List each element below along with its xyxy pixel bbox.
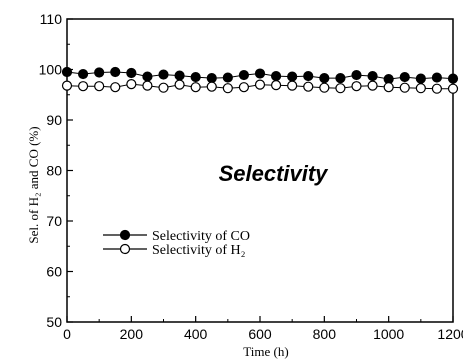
co-data-point <box>319 72 330 84</box>
x-tick-label: 1200 <box>437 326 463 342</box>
h2-data-point <box>142 80 153 91</box>
y-tick-label: 110 <box>40 11 63 27</box>
y-tick-label: 60 <box>46 264 62 280</box>
co-data-point <box>94 67 105 78</box>
x-tick-label: 0 <box>63 326 71 342</box>
x-tick-label: 800 <box>313 326 337 342</box>
co-data-point <box>77 68 89 80</box>
h2-data-point <box>206 81 217 92</box>
co-data-point <box>110 66 121 78</box>
h2-data-point <box>351 81 362 92</box>
co-data-point <box>158 69 169 80</box>
series-1 <box>61 66 459 85</box>
h2-data-point <box>126 79 137 90</box>
series-layer <box>61 66 459 94</box>
h2-data-point <box>222 83 233 94</box>
h2-data-point <box>238 82 250 93</box>
chart-annotation: Selectivity <box>219 161 330 186</box>
h2-data-point <box>415 83 426 94</box>
h2-data-point <box>383 82 394 93</box>
h2-data-point <box>94 81 105 92</box>
legend-label: Selectivity of H₂ <box>152 243 246 258</box>
axis-ticks: 0 200 400 600 800 1000 1200 50 60 70 80 90 100 110 <box>39 11 463 342</box>
x-tick-label: 400 <box>184 326 208 342</box>
h2-data-point <box>270 80 282 91</box>
legend-marker <box>119 243 131 255</box>
y-tick-label: 90 <box>46 112 62 128</box>
co-data-point <box>335 72 346 84</box>
co-data-point <box>351 69 362 81</box>
co-data-point <box>367 70 378 82</box>
co-data-point <box>287 71 298 82</box>
h2-data-point <box>158 82 169 93</box>
x-tick-label: 200 <box>120 326 144 342</box>
legend-label: Selectivity of CO <box>152 229 250 244</box>
co-data-point <box>126 67 137 79</box>
y-axis-title: Sel. of H₂ and CO (%) <box>26 126 41 243</box>
co-data-point <box>142 71 153 82</box>
co-data-point <box>270 70 282 82</box>
h2-data-point <box>77 81 89 92</box>
h2-data-point <box>431 83 443 94</box>
legend-marker <box>119 229 131 241</box>
series-2 <box>61 79 459 94</box>
y-tick-label: 100 <box>39 62 63 78</box>
co-data-point <box>206 72 217 84</box>
h2-data-point <box>61 80 73 91</box>
h2-data-point <box>303 81 314 92</box>
y-tick-label: 70 <box>46 213 62 229</box>
h2-data-point <box>319 82 330 93</box>
y-tick-label: 80 <box>46 163 62 179</box>
h2-data-point <box>254 79 266 90</box>
co-data-point <box>222 72 233 83</box>
co-data-point <box>254 68 266 79</box>
x-tick-label: 600 <box>248 326 272 342</box>
co-data-point <box>415 73 426 84</box>
h2-data-point <box>447 83 459 94</box>
h2-data-point <box>287 80 298 91</box>
co-data-point <box>174 70 185 81</box>
x-axis-title: Time (h) <box>243 344 288 359</box>
co-data-point <box>303 70 314 82</box>
co-data-point <box>447 73 459 84</box>
co-data-point <box>431 72 443 83</box>
co-data-point <box>399 71 410 83</box>
x-tick-label: 1000 <box>373 326 404 342</box>
h2-data-point <box>335 83 346 94</box>
y-tick-label: 50 <box>46 314 62 330</box>
h2-data-point <box>174 79 185 90</box>
co-data-point <box>61 66 73 78</box>
h2-data-point <box>190 82 201 93</box>
h2-data-point <box>110 82 121 93</box>
h2-data-point <box>399 82 410 93</box>
co-data-point <box>238 69 250 81</box>
h2-data-point <box>367 80 378 91</box>
co-data-point <box>190 71 201 83</box>
